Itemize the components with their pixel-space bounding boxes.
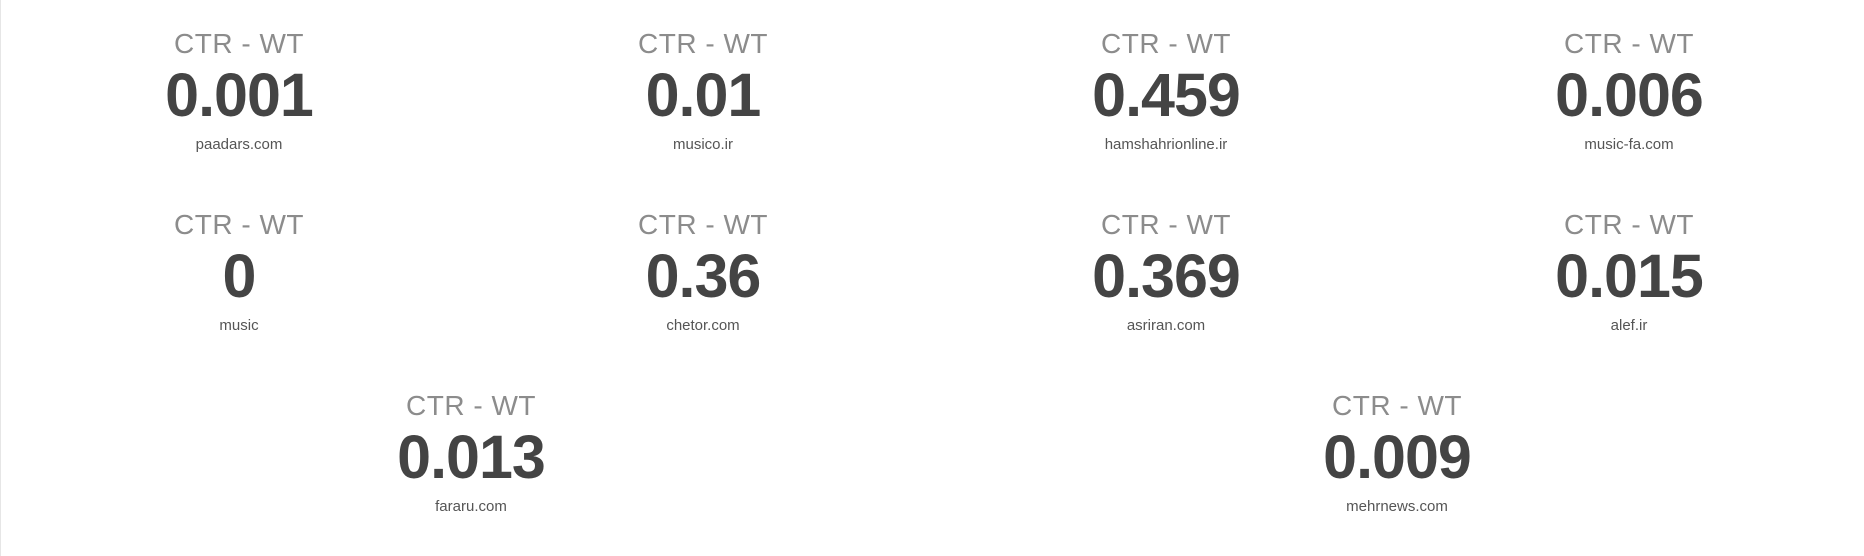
stat-label: CTR - WT	[1332, 390, 1462, 421]
stat-label: CTR - WT	[1101, 209, 1231, 240]
stat-domain: alef.ir	[1610, 317, 1648, 334]
stat-domain: mehrnews.com	[1346, 498, 1448, 515]
stat-domain: fararu.com	[435, 498, 507, 515]
stat-domain: paadars.com	[195, 136, 283, 153]
stat-label: CTR - WT	[406, 390, 536, 421]
stat-card-music: CTR - WT 0 music	[39, 209, 439, 335]
stat-domain: music	[219, 317, 259, 334]
stat-value: 0.009	[1323, 423, 1472, 491]
stat-domain: chetor.com	[666, 317, 740, 334]
stat-value: 0.015	[1555, 242, 1704, 310]
stat-card-chetor: CTR - WT 0.36 chetor.com	[503, 209, 903, 335]
stat-value: 0	[222, 242, 257, 310]
stat-domain: music-fa.com	[1584, 136, 1674, 153]
stat-card-mehrnews: CTR - WT 0.009 mehrnews.com	[1197, 390, 1597, 516]
stat-card-fararu: CTR - WT 0.013 fararu.com	[271, 390, 671, 516]
stat-domain: asriran.com	[1126, 317, 1206, 334]
stat-label: CTR - WT	[174, 28, 304, 59]
stat-card-alef: CTR - WT 0.015 alef.ir	[1429, 209, 1829, 335]
stat-value: 0.01	[645, 61, 762, 129]
stat-card-paadars: CTR - WT 0.001 paadars.com	[39, 28, 439, 154]
stat-card-asriran: CTR - WT 0.369 asriran.com	[966, 209, 1366, 335]
stat-value: 0.001	[165, 61, 314, 129]
stat-card-musico: CTR - WT 0.01 musico.ir	[503, 28, 903, 154]
stat-value: 0.36	[645, 242, 762, 310]
stat-label: CTR - WT	[638, 209, 768, 240]
stat-label: CTR - WT	[1564, 209, 1694, 240]
stat-card-music-fa: CTR - WT 0.006 music-fa.com	[1429, 28, 1829, 154]
stat-label: CTR - WT	[1564, 28, 1694, 59]
stat-domain: musico.ir	[672, 136, 733, 153]
stat-value: 0.459	[1092, 61, 1241, 129]
stat-label: CTR - WT	[638, 28, 768, 59]
stat-label: CTR - WT	[1101, 28, 1231, 59]
stat-card-hamshahrionline: CTR - WT 0.459 hamshahrionline.ir	[966, 28, 1366, 154]
stat-label: CTR - WT	[174, 209, 304, 240]
stat-value: 0.369	[1092, 242, 1241, 310]
stat-domain: hamshahrionline.ir	[1104, 136, 1228, 153]
stat-value: 0.013	[397, 423, 546, 491]
stat-value: 0.006	[1555, 61, 1704, 129]
